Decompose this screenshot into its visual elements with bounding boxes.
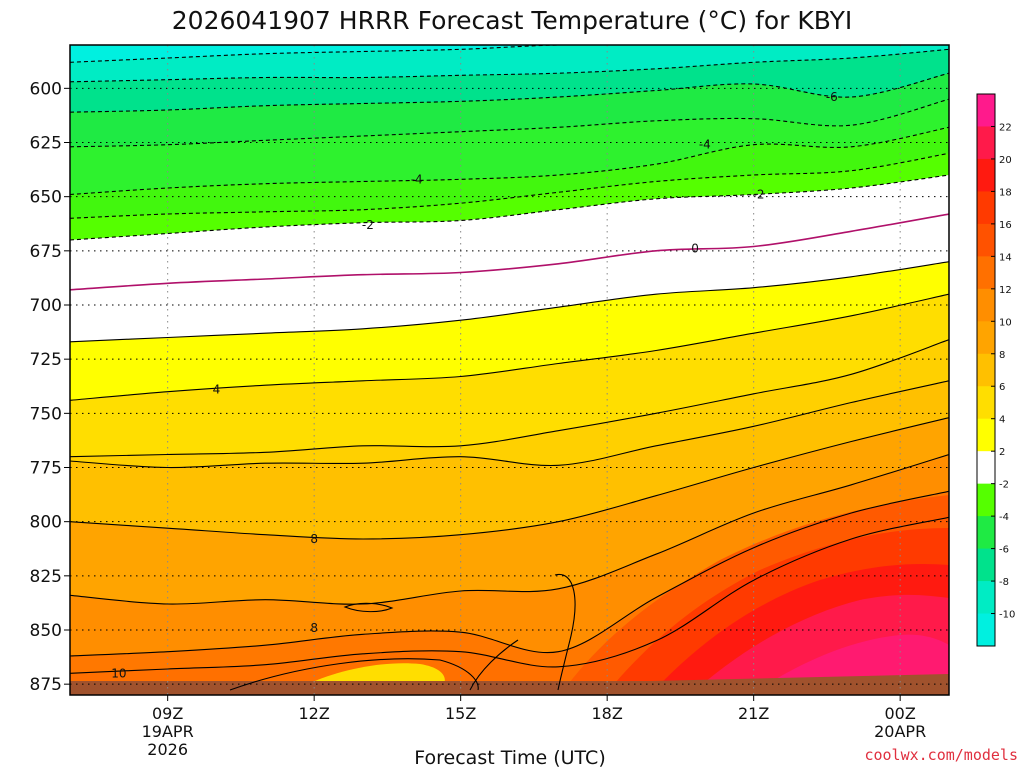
y-tick-label-650: 650 — [30, 188, 62, 208]
colorbar-swatch-0 — [977, 94, 995, 127]
contour-labels: -6 -4 -4 -2 -2 0 4 8 8 10 — [111, 90, 838, 680]
colorbar-label-9: 4 — [999, 415, 1005, 426]
colorbar-label-10: 2 — [999, 447, 1005, 458]
colorbar-label-14: -8 — [999, 577, 1009, 588]
x-tick-year-09Z: 2026 — [147, 740, 188, 759]
x-tick-label-00Z: 00Z — [885, 704, 916, 723]
colorbar-swatch-6 — [977, 288, 995, 322]
colorbar-swatch-1 — [977, 126, 995, 160]
y-tick-label-700: 700 — [30, 296, 62, 316]
y-tick-label-850: 850 — [30, 621, 62, 641]
colorbar-label-5: 12 — [999, 285, 1012, 296]
colorbar-label-0: 22 — [999, 122, 1012, 133]
contour-label-7: 8 — [310, 532, 318, 546]
contour-4 — [70, 293, 949, 401]
contour-label-8: 8 — [310, 621, 318, 635]
contour-label-1: -4 — [411, 172, 423, 186]
colorbar-label-2: 18 — [999, 187, 1012, 198]
plot-area: -6 -4 -4 -2 -2 0 4 8 8 10 — [70, 45, 949, 695]
contour-9 — [70, 490, 949, 657]
colorbar: 22 20 18 16 14 12 10 8 6 4 2 -2 -4 -6 -8 -10 — [976, 93, 1015, 647]
colorbar-label-7: 8 — [999, 350, 1005, 361]
colorbar-swatch-5 — [977, 256, 995, 290]
contour--5 — [70, 98, 949, 148]
colorbar-label-12: -4 — [999, 512, 1009, 523]
contour-lines — [70, 45, 949, 691]
colorbar-swatch-9 — [977, 386, 995, 420]
y-tick-label-825: 825 — [30, 567, 62, 587]
contour-label-9: 10 — [111, 666, 126, 680]
colorbar-swatch-13 — [977, 516, 995, 550]
colorbar-label-15: -10 — [999, 610, 1015, 621]
colorbar-swatch-11 — [977, 451, 995, 485]
contour-0 — [70, 213, 949, 291]
colorbar-swatch-7 — [977, 321, 995, 355]
colorbar-swatch-8 — [977, 353, 995, 387]
contour-label-5: 0 — [691, 242, 699, 256]
colorbar-label-8: 6 — [999, 382, 1005, 393]
colorbar-label-13: -6 — [999, 545, 1009, 556]
x-tick-label-12Z: 12Z — [299, 704, 330, 723]
y-tick-label-725: 725 — [30, 350, 62, 370]
colorbar-label-4: 14 — [999, 252, 1012, 263]
y-tick-label-775: 775 — [30, 459, 62, 479]
colorbar-label-6: 10 — [999, 317, 1012, 328]
colorbar-swatch-10 — [977, 418, 995, 452]
temperature-bands — [70, 45, 949, 695]
colorbar-label-11: -2 — [999, 480, 1009, 491]
y-tick-label-600: 600 — [30, 79, 62, 99]
contour-bulge — [554, 573, 576, 691]
x-tick-label-09Z: 09Z — [152, 704, 183, 723]
grid-lines — [70, 45, 949, 695]
contour-small-loop — [343, 602, 394, 613]
y-tick-label-625: 625 — [30, 134, 62, 154]
x-tick-label-21Z: 21Z — [738, 704, 769, 723]
contour-label-6: 4 — [213, 383, 221, 397]
credit-text: coolwx.com/models — [864, 746, 1018, 764]
y-tick-label-800: 800 — [30, 513, 62, 533]
contour--6 — [70, 72, 949, 113]
y-axis: 600 625 650 675 700 725 750 775 800 825 850 875 — [30, 79, 70, 695]
plot-frame — [69, 44, 950, 696]
contour-8 — [70, 453, 949, 605]
colorbar-swatch-4 — [977, 223, 995, 257]
contour-label-3: -2 — [362, 218, 374, 232]
contour--4 — [70, 126, 949, 196]
colorbar-label-3: 16 — [999, 220, 1012, 231]
colorbar-swatch-14 — [977, 548, 995, 582]
colorbar-swatch-15 — [977, 581, 995, 615]
x-tick-label-18Z: 18Z — [592, 704, 623, 723]
contour-label-4: -2 — [753, 188, 765, 202]
colorbar-frame — [976, 93, 996, 647]
y-tick-label-875: 875 — [30, 675, 62, 695]
colorbar-swatch-2 — [977, 158, 995, 192]
terrain-strip-raised — [650, 674, 949, 695]
y-tick-label-750: 750 — [30, 404, 62, 424]
contour-7 — [70, 417, 949, 540]
x-tick-date-09Z: 19APR — [142, 722, 194, 741]
contour-surface-2 — [229, 658, 479, 691]
contour-label-0: -6 — [826, 90, 838, 104]
colorbar-label-1: 20 — [999, 155, 1012, 166]
contour-2 — [70, 261, 949, 343]
x-axis-title: Forecast Time (UTC) — [414, 747, 605, 768]
colorbar-swatch-3 — [977, 191, 995, 225]
chart-title: 2026041907 HRRR Forecast Temperature (°C… — [172, 6, 852, 35]
contour-10 — [70, 516, 949, 674]
y-tick-label-675: 675 — [30, 242, 62, 262]
contour-surface-1 — [469, 639, 519, 691]
contour-6 — [70, 380, 949, 469]
contour-5 — [70, 339, 949, 458]
x-tick-date-00Z: 20APR — [874, 722, 926, 741]
contour-label-2: -4 — [699, 138, 711, 152]
colorbar-swatch-12 — [977, 483, 995, 517]
colorbar-swatch-16 — [977, 613, 995, 647]
x-tick-label-15Z: 15Z — [445, 704, 476, 723]
